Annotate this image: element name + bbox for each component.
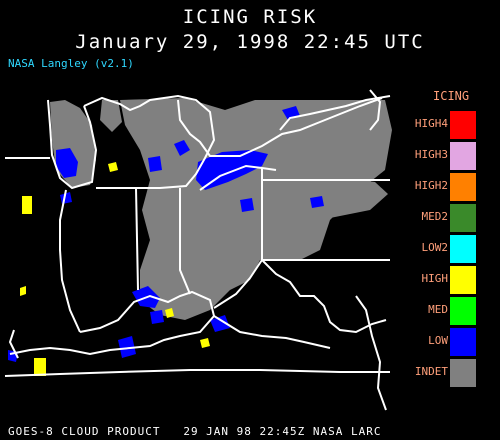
- legend-label: MED: [428, 303, 448, 316]
- legend-item-indet: INDET: [402, 356, 498, 388]
- legend-item-high2: HIGH2: [402, 170, 498, 202]
- version-label: NASA Langley (v2.1): [8, 57, 134, 70]
- high-icing-regions: [20, 162, 210, 376]
- legend-label: LOW2: [421, 241, 449, 254]
- legend-swatch: [450, 235, 476, 263]
- legend-swatch: [450, 204, 476, 232]
- legend-item-med2: MED2: [402, 201, 498, 233]
- map-datetime: January 29, 1998 22:45 UTC: [75, 31, 425, 53]
- legend-label: MED2: [421, 210, 449, 223]
- legend-swatch: [450, 173, 476, 201]
- legend-swatch: [450, 359, 476, 387]
- legend-label: INDET: [414, 365, 448, 378]
- legend-swatch: [450, 297, 476, 325]
- legend-item-high3: HIGH3: [402, 139, 498, 171]
- legend-title: ICING: [433, 89, 470, 103]
- product-footer: GOES-8 CLOUD PRODUCT 29 JAN 98 22:45Z NA…: [8, 425, 382, 438]
- legend-swatch: [450, 111, 476, 139]
- legend-item-high: HIGH: [402, 263, 498, 295]
- legend-item-high4: HIGH4: [402, 108, 498, 140]
- legend-item-low2: LOW2: [402, 232, 498, 264]
- legend-item-low: LOW: [402, 325, 498, 357]
- legend-swatch: [450, 266, 476, 294]
- indet-cloud-regions: [50, 98, 392, 320]
- state-boundaries: [4, 89, 391, 411]
- legend-label: HIGH4: [414, 117, 448, 130]
- map-title: ICING RISK: [182, 6, 318, 28]
- legend-label: HIGH: [421, 272, 449, 285]
- legend-swatch: [450, 142, 476, 170]
- legend-label: LOW: [428, 334, 448, 347]
- legend-item-med: MED: [402, 294, 498, 326]
- icing-risk-map: [4, 89, 392, 411]
- legend-swatch: [450, 328, 476, 356]
- legend-label: HIGH3: [414, 148, 448, 161]
- low-icing-regions: [8, 106, 324, 362]
- legend-label: HIGH2: [414, 179, 448, 192]
